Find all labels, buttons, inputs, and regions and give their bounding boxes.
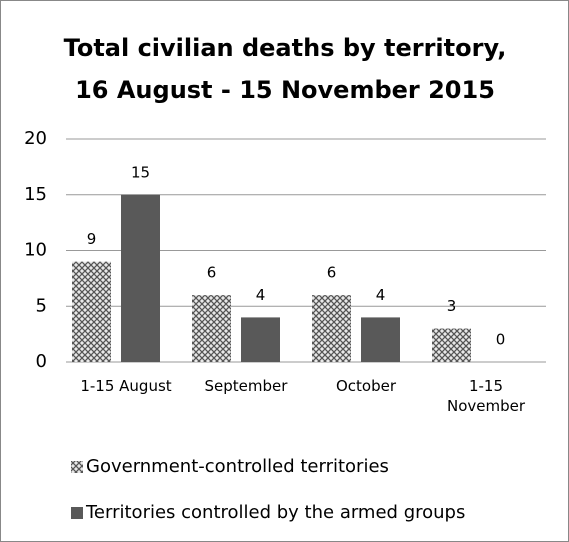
- chart-title: Total civilian deaths by territory,: [64, 34, 507, 62]
- data-label: 0: [496, 331, 506, 349]
- x-tick-label: October: [335, 377, 397, 395]
- x-tick-label: 1-15 August: [80, 377, 172, 395]
- data-label: 4: [376, 286, 386, 304]
- bar: [72, 261, 111, 362]
- bar: [121, 194, 160, 362]
- legend-swatch: [71, 507, 83, 519]
- data-label: 6: [207, 264, 217, 282]
- data-label: 15: [131, 163, 150, 181]
- x-tick-label: 1-15 November: [446, 377, 526, 415]
- y-tick-label: 15: [24, 184, 47, 205]
- chart-title: 16 August - 15 November 2015: [75, 76, 495, 104]
- legend-label: Territories controlled by the armed grou…: [85, 502, 465, 523]
- bar: [361, 317, 400, 362]
- legend-label: Government-controlled territories: [86, 456, 389, 477]
- bar: [241, 317, 280, 362]
- bar: [432, 328, 471, 362]
- y-tick-label: 0: [36, 351, 47, 372]
- bar: [192, 295, 231, 362]
- data-label: 3: [447, 297, 457, 315]
- x-tick-label: September: [204, 377, 288, 395]
- data-label: 6: [327, 264, 337, 282]
- data-label: 4: [256, 286, 266, 304]
- y-tick-label: 20: [24, 128, 47, 149]
- data-label: 9: [87, 230, 97, 248]
- y-tick-label: 5: [36, 295, 47, 316]
- y-tick-label: 10: [24, 240, 47, 261]
- bar: [312, 295, 351, 362]
- legend-swatch: [71, 461, 83, 473]
